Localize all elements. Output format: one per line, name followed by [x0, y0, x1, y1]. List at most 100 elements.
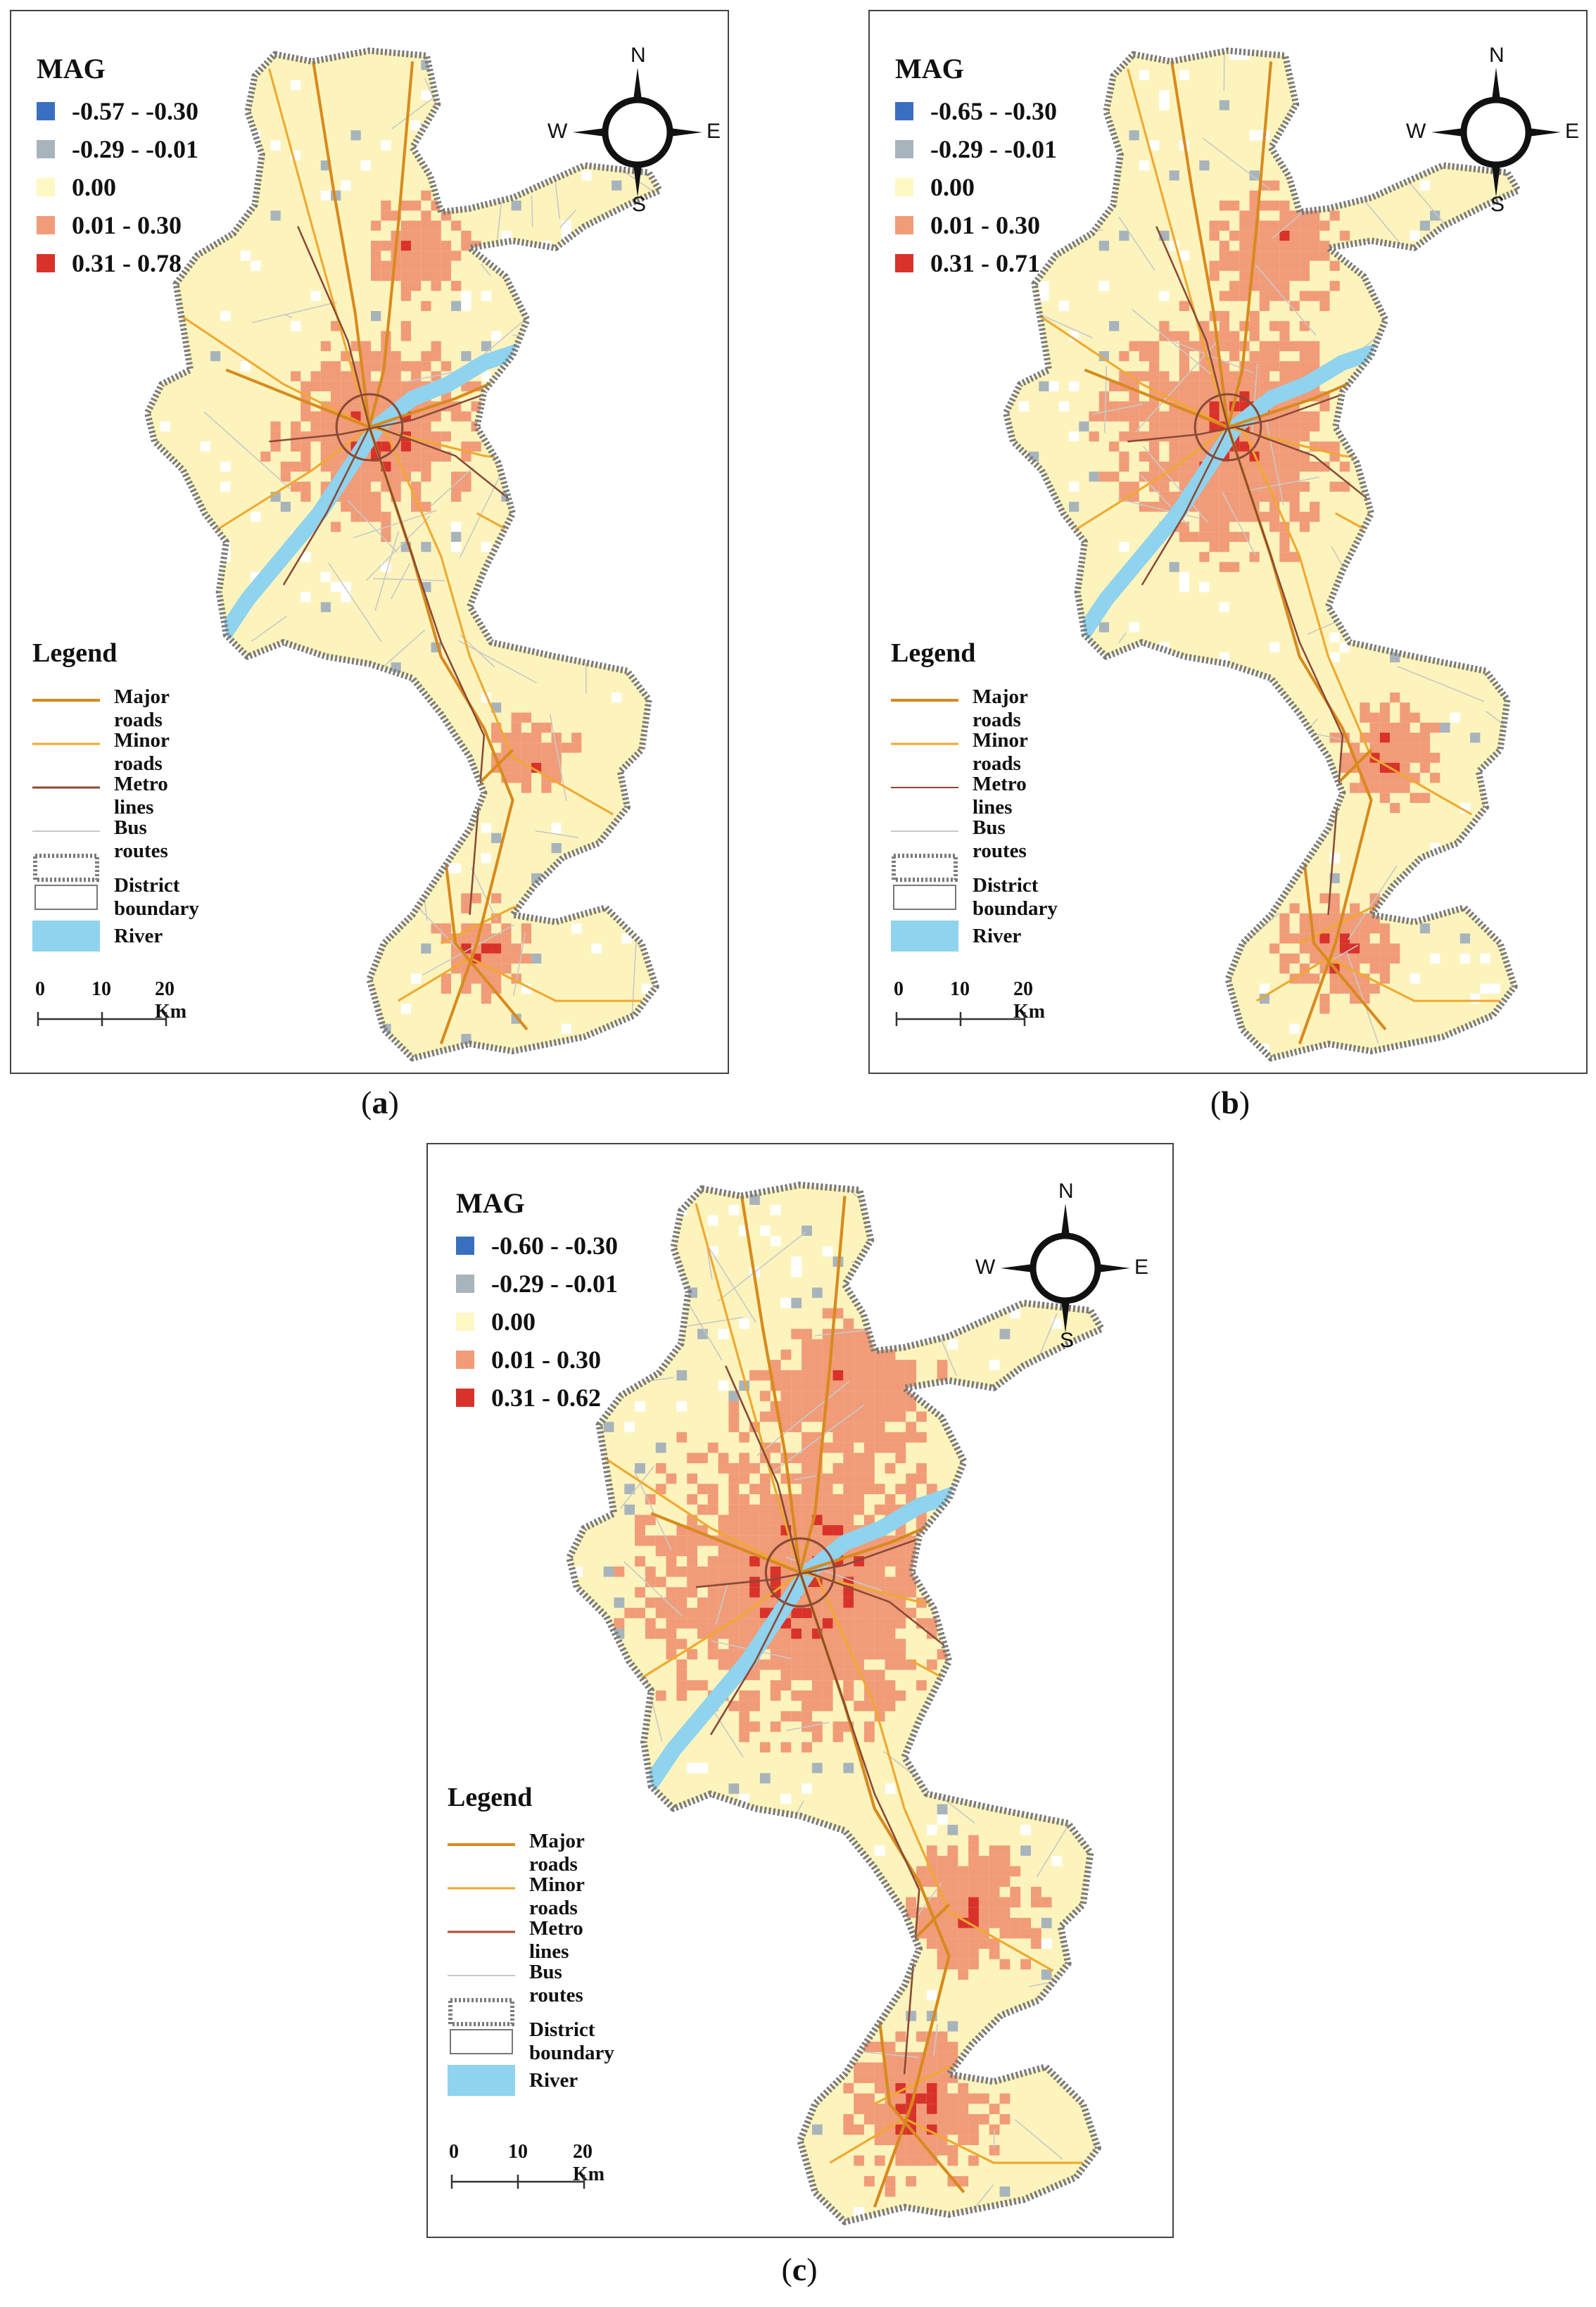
raster-cell: [400, 1004, 412, 1014]
district-land: [147, 51, 660, 1058]
raster-cell: [561, 742, 572, 753]
raster-cell: [999, 1928, 1011, 1939]
raster-cell: [749, 1515, 760, 1526]
raster-cell: [1219, 341, 1230, 351]
raster-cell: [461, 893, 471, 904]
raster-cell: [937, 1360, 948, 1370]
bus-route: [756, 1380, 850, 1456]
raster-cell: [431, 350, 441, 362]
raster-cell: [791, 1618, 802, 1629]
scale-tick-label: 0: [894, 978, 904, 1000]
raster-cell: [521, 773, 532, 783]
raster-cell: [822, 1246, 833, 1257]
raster-cell: [400, 381, 412, 392]
bus-route: [261, 885, 307, 899]
raster-cell: [854, 1504, 864, 1515]
mag-legend-title: MAG: [37, 53, 106, 84]
raster-cell: [895, 1401, 906, 1412]
raster-cell: [968, 1949, 979, 1959]
raster-cell: [1229, 331, 1240, 341]
raster-cell: [270, 421, 281, 432]
raster-cell: [1010, 1886, 1021, 1897]
raster-cell: [895, 1587, 906, 1598]
raster-cell: [811, 1762, 823, 1774]
raster-cell: [1219, 652, 1230, 663]
raster-cell: [1419, 733, 1431, 743]
raster-cell: [1369, 963, 1380, 974]
raster-cell: [1159, 411, 1170, 422]
raster-cell: [421, 350, 431, 362]
legend-item-label: River: [114, 925, 163, 947]
raster-cell: [521, 953, 532, 964]
raster-cell: [989, 1907, 1000, 1918]
raster-cell: [371, 461, 381, 472]
raster-cell: [854, 2207, 864, 2218]
raster-cell: [431, 451, 441, 462]
raster-cell: [968, 1866, 979, 1877]
raster-cell: [1299, 241, 1310, 251]
raster-cell: [802, 1504, 812, 1515]
raster-cell: [843, 1370, 854, 1381]
raster-cell: [843, 1484, 854, 1495]
raster-cell: [770, 1680, 781, 1690]
raster-cell: [1229, 200, 1240, 211]
raster-cell: [863, 1638, 875, 1650]
raster-cell: [1279, 371, 1290, 381]
raster-cell: [1159, 371, 1170, 381]
raster-cell: [906, 2144, 917, 2156]
raster-cell: [431, 923, 441, 934]
raster-cell: [1249, 472, 1260, 482]
raster-cell: [400, 200, 412, 211]
raster-cell: [624, 1504, 635, 1515]
raster-cell: [655, 1597, 666, 1608]
raster-cell: [999, 1876, 1011, 1887]
legend-item-label: River: [973, 925, 1022, 947]
raster-cell: [906, 1607, 917, 1619]
raster-cell: [391, 481, 401, 492]
scale-tick-label: 0: [449, 2141, 459, 2163]
raster-cell: [906, 1484, 917, 1495]
raster-cell: [885, 2113, 896, 2125]
raster-cell: [780, 1380, 792, 1391]
raster-cell: [1179, 441, 1190, 452]
raster-cell: [431, 341, 441, 351]
raster-cell: [411, 441, 422, 452]
raster-cell: [491, 833, 502, 843]
raster-cell: [461, 301, 471, 311]
raster-cell: [291, 371, 301, 381]
metro-line: [1234, 426, 1386, 514]
raster-cell: [481, 823, 492, 833]
raster-cell: [1159, 100, 1170, 110]
raster-cell: [832, 1638, 844, 1650]
raster-cell: [1119, 431, 1129, 442]
raster-cell: [1259, 381, 1270, 392]
bus-route: [1247, 476, 1319, 491]
raster-cell: [1339, 762, 1350, 773]
raster-cell: [780, 1793, 792, 1804]
raster-cell: [926, 1628, 937, 1639]
raster-cell: [874, 1422, 885, 1432]
raster-cell: [958, 2093, 969, 2104]
raster-cell: [1269, 241, 1280, 251]
raster-cell: [411, 120, 422, 131]
raster-cell: [491, 963, 502, 974]
raster-cell: [811, 2124, 823, 2135]
mag-swatch: [895, 178, 913, 196]
raster-cell: [718, 1546, 729, 1557]
raster-cell: [471, 973, 481, 984]
raster-cell: [811, 1690, 823, 1701]
bus-route: [1348, 865, 1398, 940]
raster-cell: [1279, 933, 1290, 944]
mag-class-label: 0.00: [930, 173, 975, 201]
raster-cell: [1169, 451, 1179, 462]
raster-cell: [1279, 241, 1290, 251]
raster-cell: [481, 542, 492, 552]
raster-cell: [461, 933, 471, 944]
raster-cell: [1269, 642, 1280, 652]
raster-cell: [832, 1525, 844, 1536]
raster-cell: [341, 491, 351, 502]
raster-cell: [1339, 953, 1350, 964]
raster-cell: [822, 1525, 833, 1536]
mag-swatch: [456, 1275, 474, 1293]
raster-cell: [451, 531, 462, 542]
